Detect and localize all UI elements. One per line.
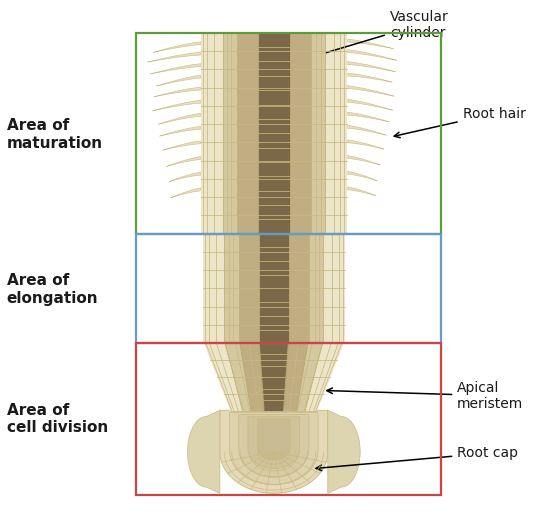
Polygon shape <box>259 343 288 411</box>
Polygon shape <box>237 33 311 234</box>
Text: Area of
elongation: Area of elongation <box>7 274 98 306</box>
Polygon shape <box>166 156 201 166</box>
Polygon shape <box>258 419 290 460</box>
Polygon shape <box>347 73 392 82</box>
Polygon shape <box>220 411 328 494</box>
Polygon shape <box>347 171 377 181</box>
Polygon shape <box>259 233 289 343</box>
Polygon shape <box>347 99 393 110</box>
Polygon shape <box>188 411 220 494</box>
Text: Area of
maturation: Area of maturation <box>7 118 103 151</box>
Polygon shape <box>347 155 380 165</box>
Polygon shape <box>225 343 323 411</box>
Polygon shape <box>347 49 397 60</box>
Polygon shape <box>157 75 201 86</box>
Polygon shape <box>171 188 201 198</box>
Polygon shape <box>248 417 300 468</box>
Polygon shape <box>153 42 201 52</box>
Polygon shape <box>347 140 384 149</box>
Polygon shape <box>203 343 344 411</box>
Polygon shape <box>328 411 360 494</box>
Polygon shape <box>347 86 394 96</box>
Polygon shape <box>147 52 201 62</box>
Text: Root cap: Root cap <box>316 446 518 470</box>
Text: Vascular
cylinder: Vascular cylinder <box>283 10 449 67</box>
Text: Root hair: Root hair <box>394 107 526 138</box>
Text: Apical
meristem: Apical meristem <box>327 381 523 411</box>
Polygon shape <box>159 127 201 136</box>
Polygon shape <box>152 100 201 111</box>
Polygon shape <box>158 113 201 124</box>
Polygon shape <box>239 415 309 477</box>
Text: Area of
cell division: Area of cell division <box>7 403 108 435</box>
Polygon shape <box>347 61 395 72</box>
Polygon shape <box>239 233 309 343</box>
Bar <box>136 234 441 343</box>
Polygon shape <box>347 39 394 49</box>
Polygon shape <box>258 33 290 234</box>
Polygon shape <box>201 33 347 234</box>
Polygon shape <box>347 125 386 135</box>
Bar <box>136 33 441 234</box>
Polygon shape <box>347 187 376 196</box>
Polygon shape <box>169 172 201 182</box>
Polygon shape <box>163 141 201 150</box>
Polygon shape <box>202 233 345 343</box>
Polygon shape <box>230 413 318 485</box>
Polygon shape <box>151 64 201 74</box>
Polygon shape <box>347 112 390 122</box>
Bar <box>136 343 441 495</box>
Polygon shape <box>240 343 308 411</box>
Polygon shape <box>154 87 201 97</box>
Polygon shape <box>222 33 325 234</box>
Polygon shape <box>224 233 324 343</box>
